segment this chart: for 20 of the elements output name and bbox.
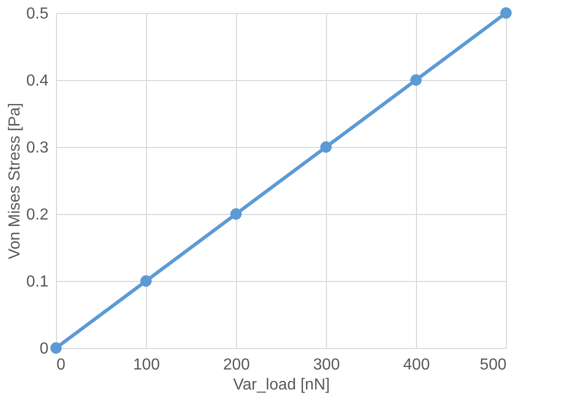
x-axis-title: Var_load [nN]: [233, 376, 330, 394]
point: [320, 141, 332, 153]
point: [500, 7, 512, 19]
y-tick-label: 0.1: [26, 274, 49, 290]
x-tick-label: 0: [56, 356, 66, 374]
y-tick-label: 0.4: [26, 72, 49, 90]
y-tick-label: 0: [40, 340, 49, 358]
x-tick-label: 200: [223, 356, 250, 374]
y-tick-label: 0.2: [26, 206, 49, 224]
x-tick-label: 500: [480, 356, 507, 374]
point: [50, 342, 62, 354]
y-tick-label: 0.5: [26, 6, 49, 22]
y-tick-label: 0.3: [26, 140, 49, 156]
point: [410, 74, 422, 86]
x-tick-label: 100: [133, 356, 160, 374]
point: [230, 208, 242, 220]
y-axis-title: Von Mises Stress [Pa]: [6, 102, 24, 260]
point: [140, 275, 152, 287]
x-tick-label: 400: [403, 356, 430, 374]
x-tick-label: 300: [313, 356, 340, 374]
